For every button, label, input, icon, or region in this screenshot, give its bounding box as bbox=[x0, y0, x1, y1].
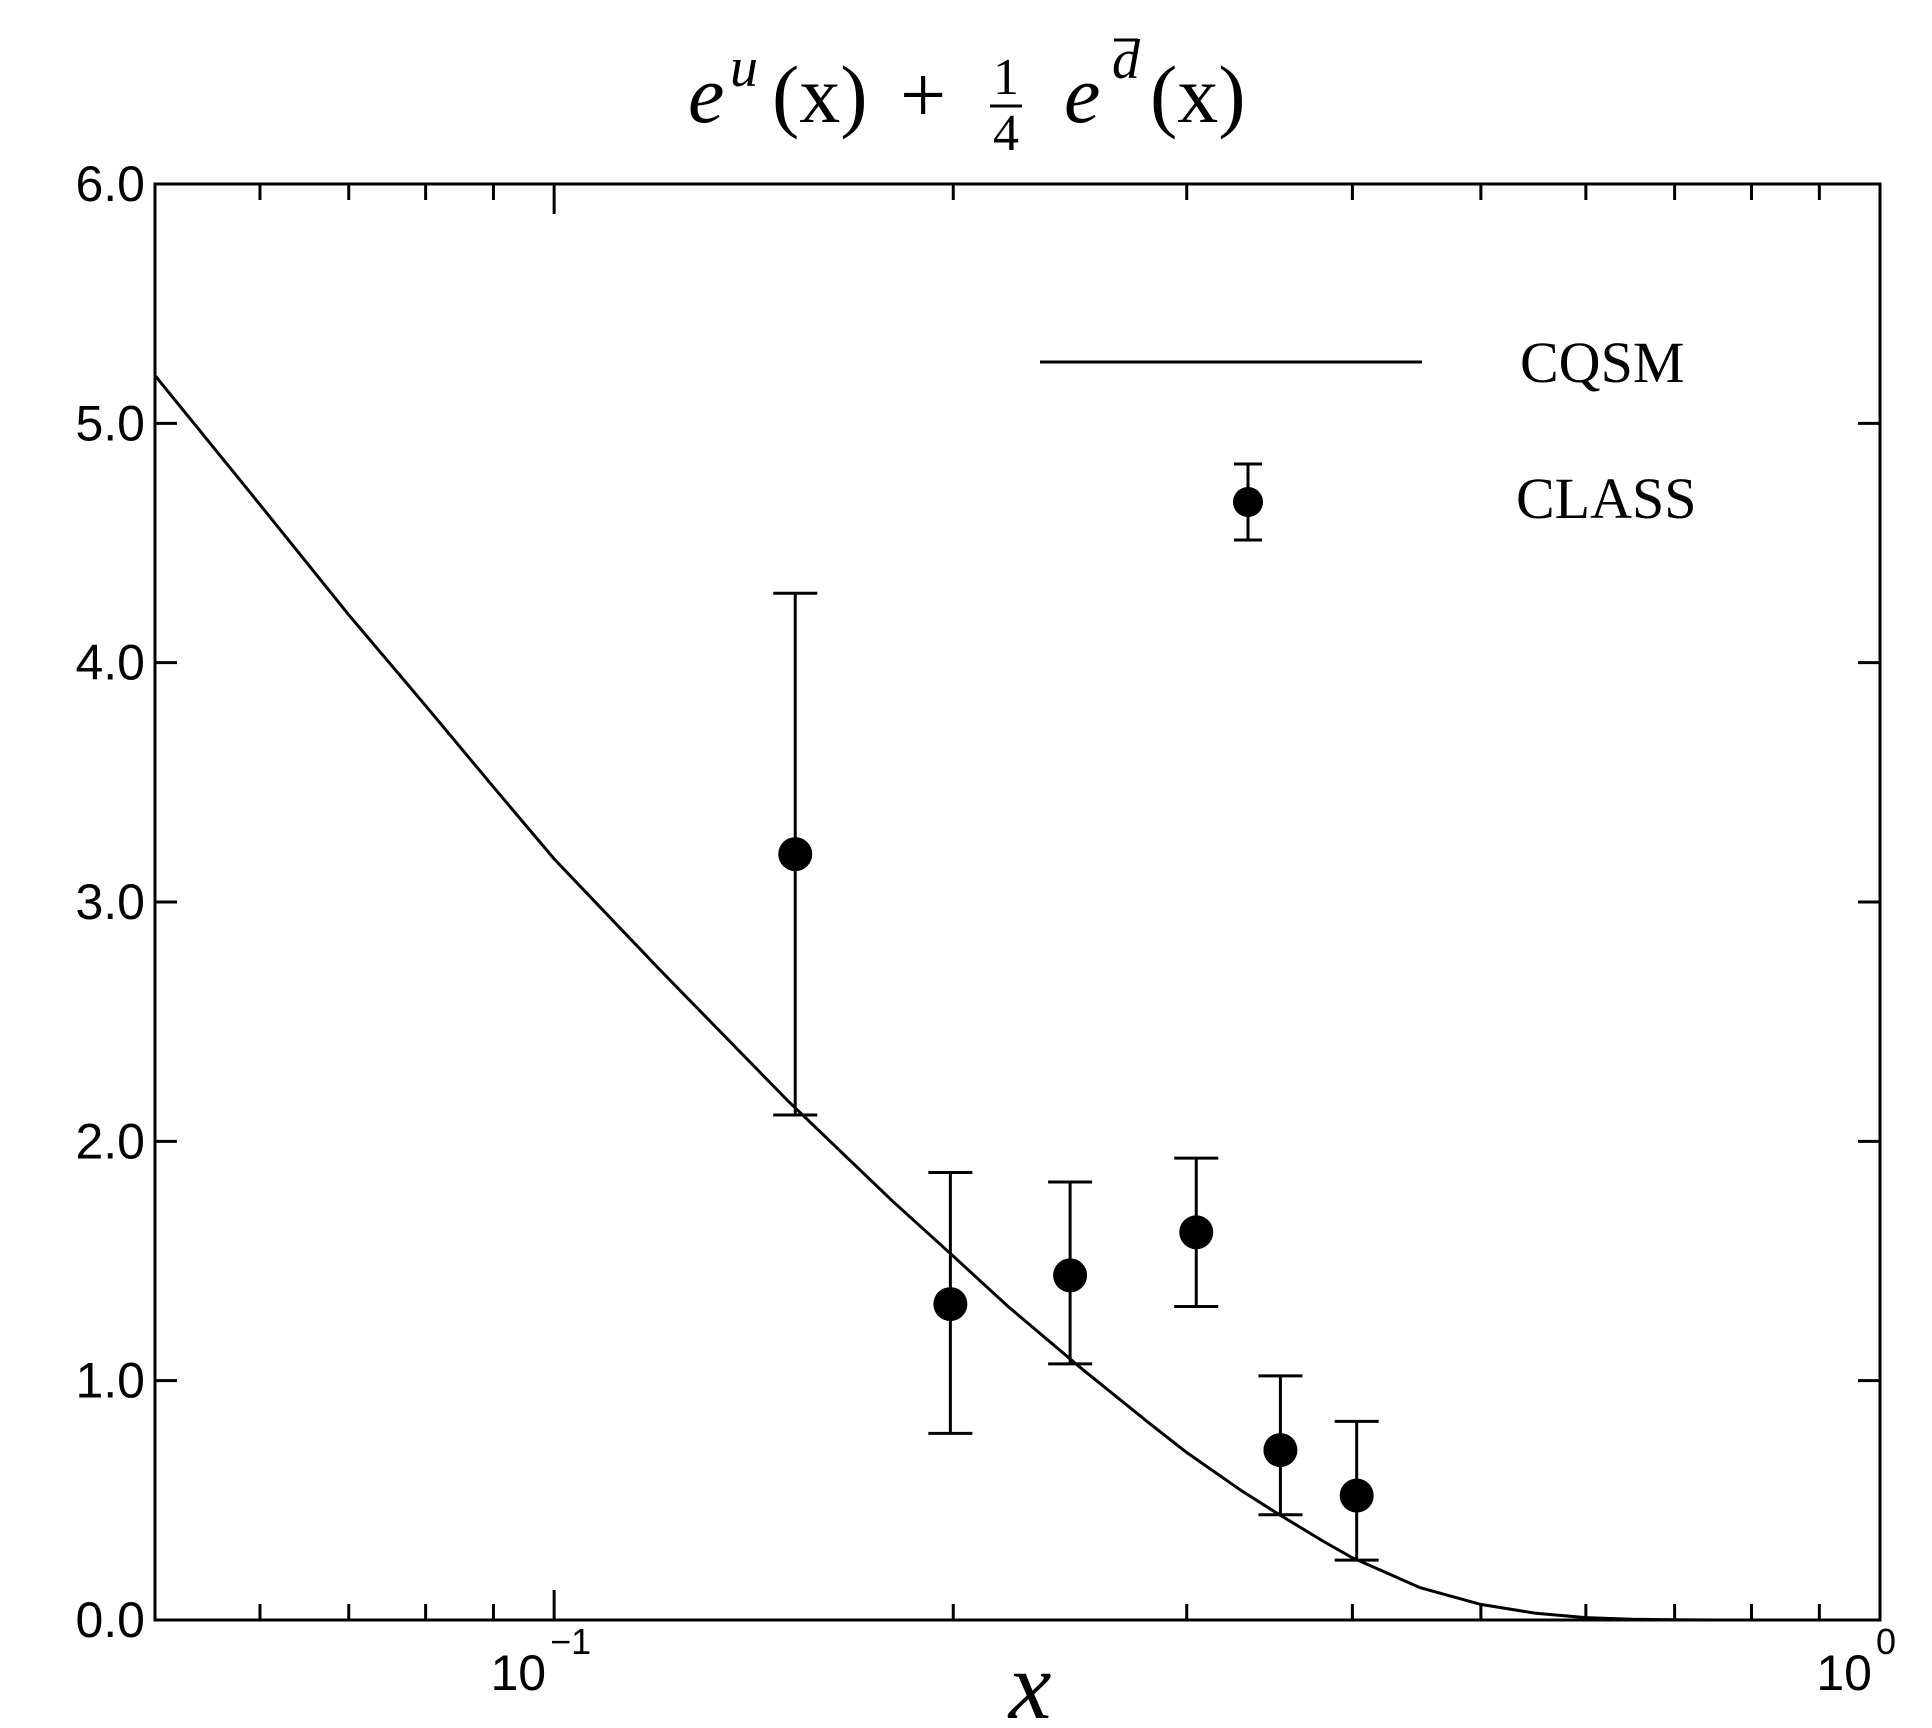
class-point bbox=[1048, 1180, 1093, 1366]
data-point bbox=[1263, 1433, 1298, 1468]
class-series bbox=[773, 591, 1379, 1562]
y-tick-label: 0.0 bbox=[75, 1592, 145, 1648]
title-frac-den: 4 bbox=[993, 105, 1019, 162]
x-tick-label-exp: −1 bbox=[550, 1621, 591, 1662]
x-tick-label-base: 10 bbox=[491, 1645, 547, 1701]
title-sup1: u bbox=[730, 37, 758, 99]
y-tick-labels: 0.0 1.0 2.0 3.0 4.0 5.0 6.0 bbox=[75, 156, 145, 1648]
legend: CQSM CLASS bbox=[1040, 330, 1697, 542]
legend-label-cqsm: CQSM bbox=[1520, 330, 1684, 395]
title-sup2: d bbox=[1112, 29, 1141, 91]
legend-label-class: CLASS bbox=[1516, 466, 1697, 531]
class-point bbox=[1258, 1374, 1303, 1517]
title-e1: e bbox=[688, 49, 724, 140]
y-tick-label: 2.0 bbox=[75, 1113, 145, 1169]
data-point bbox=[933, 1287, 968, 1322]
title-e2: e bbox=[1064, 49, 1100, 140]
data-point bbox=[1339, 1478, 1374, 1513]
cqsm-curve bbox=[153, 374, 1752, 1622]
y-tick-label: 3.0 bbox=[75, 874, 145, 930]
legend-class-marker bbox=[1233, 462, 1263, 542]
class-point bbox=[1334, 1419, 1379, 1562]
y-tick-label: 1.0 bbox=[75, 1353, 145, 1409]
data-point bbox=[1053, 1258, 1088, 1293]
y-tick-label: 5.0 bbox=[75, 395, 145, 451]
plot-frame bbox=[153, 182, 1882, 1622]
title-arg2: (x) bbox=[1150, 49, 1246, 140]
data-point bbox=[1179, 1215, 1214, 1250]
data-point bbox=[778, 837, 813, 872]
x-axis-label: x bbox=[1007, 1632, 1052, 1728]
cqsm-series bbox=[153, 374, 1752, 1622]
title-frac-num: 1 bbox=[993, 49, 1019, 106]
chart-title: e u (x) + 1 4 e d (x) bbox=[688, 29, 1246, 162]
y-tick-label: 4.0 bbox=[75, 635, 145, 691]
tick-marks bbox=[155, 182, 1882, 1622]
title-plus: + bbox=[900, 49, 946, 140]
title-arg1: (x) bbox=[772, 49, 868, 140]
x-tick-label-exp: 0 bbox=[1876, 1621, 1896, 1662]
y-tick-label: 6.0 bbox=[75, 156, 145, 212]
class-point bbox=[773, 591, 818, 1117]
class-point bbox=[928, 1170, 973, 1435]
x-tick-label-base: 10 bbox=[1816, 1645, 1872, 1701]
class-point bbox=[1174, 1156, 1219, 1308]
